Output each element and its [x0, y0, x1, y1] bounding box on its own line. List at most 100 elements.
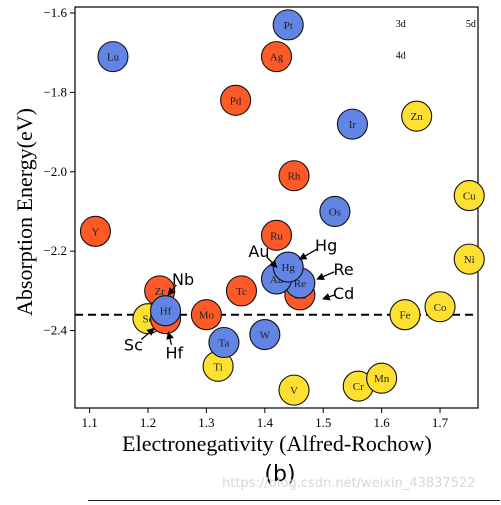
point-hg: Hg	[272, 251, 304, 283]
point-marker	[79, 215, 111, 247]
x-tick-label: 1.1	[81, 415, 97, 430]
annotation-label: Hg	[315, 236, 337, 255]
next-panel-top-border	[88, 500, 500, 501]
point-marker	[190, 299, 222, 331]
point-marker	[225, 275, 258, 307]
point-label: Pt	[284, 20, 293, 32]
annotation-arrow	[321, 293, 335, 301]
annotation-arrow	[265, 256, 278, 268]
point-ag: Ag	[260, 41, 293, 73]
point-label: Tc	[236, 286, 247, 298]
point-marker	[336, 108, 368, 140]
annotation-hf: Hf	[165, 331, 183, 362]
point-marker	[260, 41, 293, 73]
y-tick-label: −1.8	[43, 84, 67, 99]
y-tick-label: −2.4	[43, 323, 67, 338]
point-label: Zr	[154, 286, 165, 298]
point-marker	[149, 295, 182, 327]
point-marker	[424, 291, 456, 323]
point-zn: Zn	[401, 100, 433, 132]
annotation-arrow	[316, 271, 335, 281]
x-tick-label: 1.6	[374, 415, 391, 430]
point-label: Ti	[213, 361, 222, 373]
point-lu: Lu	[97, 41, 129, 73]
point-label: Ni	[464, 254, 475, 266]
annotation-label: Nb	[172, 270, 194, 289]
x-axis-label: Electronegativity (Alfred-Rochow)	[122, 431, 432, 456]
point-co: Co	[424, 291, 456, 323]
panel-label: (b)	[264, 462, 295, 487]
point-label: Lu	[107, 52, 120, 64]
point-label: Pd	[230, 95, 242, 107]
point-y: Y	[79, 215, 111, 247]
y-tick-label: −1.6	[43, 5, 67, 20]
point-hf: Hf	[149, 295, 182, 327]
annotation-arrow	[140, 327, 155, 341]
point-marker	[401, 100, 433, 132]
point-mo: Mo	[190, 299, 222, 331]
annotation-label: Sc	[124, 335, 143, 354]
point-label: Hg	[281, 262, 295, 274]
legend-label-3d: 3d	[396, 19, 406, 30]
point-rh: Rh	[278, 160, 310, 192]
point-marker	[272, 9, 304, 41]
point-marker	[319, 195, 351, 228]
x-tick-label: 1.4	[257, 415, 274, 430]
annotation-hg: Hg	[298, 236, 337, 260]
point-w: W	[249, 318, 281, 351]
annotation-label: Re	[334, 260, 354, 279]
point-label: Sc	[143, 314, 154, 326]
point-marker	[389, 299, 421, 331]
point-label: Fe	[399, 310, 410, 322]
point-label: Co	[434, 302, 447, 314]
annotation-nb: Nb	[167, 270, 194, 296]
watermark: https://blog.csdn.net/weixin_43837522	[222, 476, 476, 491]
point-label: Hf	[160, 306, 172, 318]
annotation-au: Au	[248, 242, 278, 268]
x-tick-label: 1.2	[140, 415, 156, 430]
point-label: Cu	[463, 191, 476, 203]
point-os: Os	[319, 195, 351, 228]
point-label: W	[260, 330, 271, 342]
point-marker	[249, 318, 281, 351]
legend-label-5d: 5d	[466, 19, 476, 30]
point-marker	[278, 374, 310, 406]
point-v: V	[278, 374, 310, 406]
annotation-arrow	[167, 284, 177, 296]
y-axis-label: Absorption Energy(eV)	[12, 108, 37, 316]
point-marker	[208, 326, 240, 359]
point-ru: Ru	[260, 219, 293, 251]
annotation-sc: Sc	[124, 327, 155, 354]
annotation-label: Au	[248, 242, 269, 261]
point-label: Ru	[270, 230, 283, 242]
annotation-arrow	[298, 248, 318, 260]
point-label: Ag	[270, 52, 284, 64]
point-ir: Ir	[336, 108, 368, 140]
point-label: Y	[91, 226, 99, 238]
point-label: Zn	[411, 111, 424, 123]
point-marker	[278, 160, 310, 192]
point-label: Rh	[288, 171, 301, 183]
point-mn: Mn	[366, 362, 398, 394]
point-tc: Tc	[225, 275, 258, 307]
point-label: Ir	[349, 119, 357, 131]
annotation-re: Re	[316, 260, 354, 281]
point-label: Cr	[353, 381, 364, 393]
point-marker	[97, 41, 129, 73]
legend-label-4d: 4d	[396, 51, 406, 62]
point-label: Re	[294, 278, 306, 290]
point-label: Mn	[374, 373, 390, 385]
point-pd: Pd	[220, 84, 252, 116]
point-marker	[453, 180, 485, 212]
point-label: Ta	[219, 337, 230, 349]
y-tick-label: −2.0	[43, 164, 67, 179]
x-tick-label: 1.5	[315, 415, 331, 430]
x-tick-label: 1.7	[432, 415, 449, 430]
point-fe: Fe	[389, 299, 421, 331]
point-ni: Ni	[453, 243, 485, 275]
y-tick-label: −2.2	[43, 243, 67, 258]
annotation-label: Cd	[333, 284, 354, 303]
point-label: V	[290, 385, 298, 397]
point-marker	[453, 243, 485, 275]
